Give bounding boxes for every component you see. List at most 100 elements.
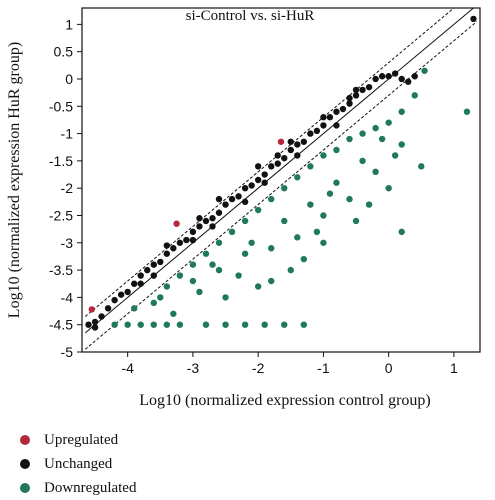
x-axis-title: Log10 (normalized expression control gro… — [139, 392, 430, 409]
point-downregulated — [163, 283, 171, 290]
legend-swatch-unchanged — [20, 459, 30, 469]
legend-swatch-downregulated — [20, 483, 30, 493]
point-unchanged — [359, 86, 366, 94]
x-tick-label: -4 — [121, 360, 134, 376]
point-downregulated — [411, 92, 418, 99]
x-tick-label: 1 — [450, 360, 458, 376]
point-unchanged — [352, 92, 360, 99]
point-unchanged — [202, 217, 210, 225]
point-unchanged — [281, 154, 288, 162]
point-downregulated — [294, 234, 301, 241]
x-tick-label: -2 — [252, 360, 265, 376]
point-unchanged — [137, 280, 144, 287]
point-downregulated — [300, 255, 308, 263]
point-downregulated — [391, 152, 399, 159]
point-unchanged — [130, 280, 138, 287]
point-unchanged — [333, 122, 340, 129]
point-unchanged — [313, 127, 321, 135]
point-unchanged — [391, 70, 399, 77]
point-downregulated — [254, 283, 262, 290]
point-downregulated — [320, 152, 327, 159]
legend-item-upregulated: Upregulated — [20, 428, 136, 452]
point-unchanged — [254, 163, 262, 170]
point-unchanged — [294, 141, 301, 148]
point-upregulated — [173, 220, 180, 227]
point-unchanged — [228, 195, 236, 203]
point-unchanged — [274, 160, 281, 167]
chart-title: si-Control vs. si-HuR — [186, 8, 315, 24]
point-unchanged — [339, 105, 347, 113]
point-unchanged — [111, 296, 118, 304]
x-tick-label: -1 — [317, 360, 330, 376]
point-unchanged — [268, 163, 275, 170]
point-unchanged — [124, 288, 131, 296]
point-downregulated — [189, 261, 197, 268]
point-downregulated — [398, 108, 405, 115]
identity-line — [84, 8, 475, 334]
point-unchanged — [398, 75, 405, 83]
legend-swatch-upregulated — [20, 435, 30, 445]
point-downregulated — [209, 261, 216, 268]
point-downregulated — [333, 146, 340, 154]
point-unchanged — [150, 261, 157, 268]
point-downregulated — [281, 321, 288, 328]
point-downregulated — [228, 228, 236, 236]
point-unchanged — [222, 201, 229, 208]
point-downregulated — [313, 228, 321, 236]
point-downregulated — [398, 228, 405, 236]
point-downregulated — [372, 124, 379, 132]
point-unchanged — [274, 152, 281, 159]
point-unchanged — [287, 138, 294, 145]
y-tick-label: 0 — [65, 71, 73, 87]
dashed-boundary-line — [84, 21, 478, 350]
point-unchanged — [261, 171, 268, 178]
y-tick-label: -4.5 — [49, 317, 73, 333]
point-downregulated — [241, 217, 249, 225]
point-downregulated — [202, 250, 210, 257]
point-downregulated — [130, 305, 138, 312]
point-downregulated — [268, 245, 275, 252]
x-tick-label: 0 — [385, 360, 393, 376]
point-downregulated — [248, 239, 255, 246]
point-downregulated — [268, 195, 275, 203]
point-downregulated — [170, 310, 177, 317]
y-tick-label: -1.5 — [49, 153, 73, 169]
legend-label-upregulated: Upregulated — [44, 431, 119, 448]
point-unchanged — [372, 75, 379, 83]
point-unchanged — [411, 73, 418, 80]
point-unchanged — [320, 122, 327, 129]
point-downregulated — [176, 321, 184, 328]
point-unchanged — [189, 228, 197, 236]
point-downregulated — [326, 190, 334, 197]
point-downregulated — [421, 67, 428, 74]
y-tick-label: -2 — [61, 180, 74, 196]
point-unchanged — [196, 223, 203, 230]
point-downregulated — [463, 108, 471, 115]
point-downregulated — [222, 321, 229, 328]
point-downregulated — [235, 272, 242, 279]
point-unchanged — [307, 130, 314, 137]
y-tick-label: -2.5 — [49, 207, 73, 223]
point-downregulated — [157, 294, 164, 301]
point-unchanged — [248, 182, 255, 189]
point-unchanged — [209, 223, 216, 230]
point-downregulated — [150, 321, 157, 328]
point-downregulated — [124, 321, 131, 328]
point-downregulated — [261, 321, 268, 328]
point-unchanged — [215, 195, 223, 203]
point-downregulated — [418, 163, 425, 170]
point-unchanged — [196, 215, 203, 222]
point-unchanged — [176, 239, 184, 246]
point-downregulated — [307, 201, 314, 208]
point-downregulated — [398, 141, 405, 148]
point-downregulated — [307, 163, 314, 170]
point-downregulated — [202, 321, 210, 328]
point-unchanged — [104, 305, 112, 312]
point-unchanged — [209, 215, 216, 222]
point-unchanged — [144, 266, 151, 274]
point-unchanged — [333, 108, 340, 115]
point-unchanged — [150, 272, 157, 279]
point-unchanged — [85, 321, 92, 328]
point-unchanged — [215, 209, 223, 216]
point-unchanged — [287, 146, 294, 154]
